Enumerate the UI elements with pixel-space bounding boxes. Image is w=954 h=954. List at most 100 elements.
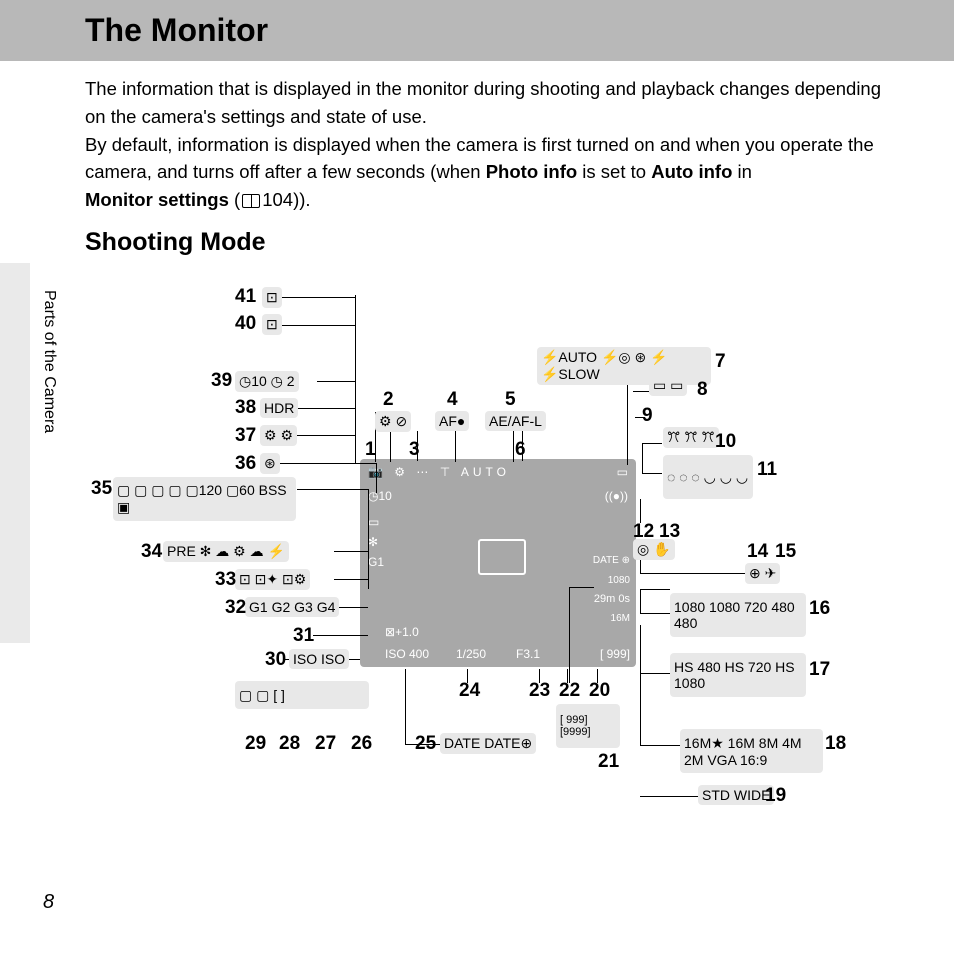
g19-options: STD WIDE — [698, 785, 774, 805]
timer-options: ◷10 ◷ 2 — [235, 371, 299, 392]
callout-20: 20 — [589, 680, 610, 702]
callout-13: 13 — [659, 521, 680, 543]
g37-options: ⚙ ⚙ — [260, 425, 297, 446]
g41-options: ⊡ — [262, 287, 282, 308]
continuous-options: ▢ ▢ ▢ ▢ ▢120 ▢60 BSS ▣ — [113, 477, 296, 521]
callout-4: 4 — [447, 389, 458, 411]
leader-line — [640, 745, 680, 746]
leader-line — [640, 589, 641, 613]
g40-options: ⊡ — [262, 314, 282, 335]
leader-line — [640, 499, 641, 523]
intro-text-2c: in — [732, 161, 752, 182]
intro-text-2b: is set to — [577, 161, 651, 182]
callout-10: 10 — [715, 431, 736, 453]
leader-line — [368, 489, 369, 589]
leader-line — [640, 573, 745, 574]
self-timer-icon: ◷10 — [368, 489, 392, 503]
hdr-options: HDR — [260, 398, 298, 418]
callout-28: 28 — [279, 733, 300, 755]
rec-time: 29m 0s — [594, 593, 630, 605]
callout-8: 8 — [697, 379, 708, 401]
leader-line — [640, 613, 670, 614]
iso-options: ISO ISO — [289, 649, 349, 669]
header-bar: The Monitor — [0, 0, 954, 61]
callout-15: 15 — [775, 541, 796, 563]
callout-40: 40 — [235, 313, 256, 335]
color-options: G1 G2 G3 G4 — [245, 597, 339, 617]
callout-24: 24 — [459, 680, 480, 702]
intro-text-1: The information that is displayed in the… — [85, 78, 881, 127]
callout-30: 30 — [265, 649, 286, 671]
leader-line — [405, 669, 406, 745]
hs-movie-options: HS 480 HS 720 HS 1080 — [670, 653, 806, 697]
remaining: [ 999] — [600, 647, 630, 661]
leader-line — [280, 463, 376, 464]
callout-26: 26 — [351, 733, 372, 755]
intro-ref-open: ( — [229, 189, 240, 210]
g36-options: ⊛ — [260, 453, 280, 474]
shutter-value: 1/250 — [456, 647, 486, 661]
monitor-top-row: 📷 ⚙ ⋯ ⊤ AUTO — [368, 465, 510, 479]
callout-2: 2 — [383, 389, 394, 411]
leader-line — [569, 587, 594, 588]
callout-39: 39 — [211, 370, 232, 392]
intro-bold-3: Monitor settings — [85, 189, 229, 210]
image-res: 16M — [611, 613, 630, 624]
date-stamp: DATE ⊕ — [593, 555, 630, 566]
focus-frame-icon — [478, 539, 526, 575]
callout-35: 35 — [91, 478, 112, 500]
movie-res: 1080 — [608, 575, 630, 586]
af-indicator: AF● — [435, 411, 469, 431]
callout-3: 3 — [409, 439, 420, 461]
g14-15-options: ⊕ ✈ — [745, 563, 780, 584]
leader-line — [334, 579, 368, 580]
callout-17: 17 — [809, 659, 830, 681]
af-area-options: ▢ ▢ [ ] — [235, 681, 369, 709]
leader-line — [282, 325, 355, 326]
battery-options: ▭ ▭ — [649, 375, 687, 396]
battery-icon: ▭ — [617, 465, 628, 479]
macro-options: ⚙ ⊘ — [375, 411, 411, 432]
page-title: The Monitor — [85, 12, 954, 49]
callout-25: 25 — [415, 733, 436, 755]
intro-bold-1: Photo info — [486, 161, 577, 182]
leader-line — [640, 589, 670, 590]
g11-options: ◌ ◌ ◌ ◡ ◡ ◡ — [663, 455, 753, 499]
leader-line — [334, 607, 368, 608]
callout-11: 11 — [757, 459, 777, 481]
callout-23: 23 — [529, 680, 550, 702]
callout-22: 22 — [559, 680, 580, 702]
callout-32: 32 — [225, 597, 246, 619]
leader-line — [297, 435, 355, 436]
callout-31: 31 — [293, 625, 314, 647]
callout-36: 36 — [235, 453, 256, 475]
callout-5: 5 — [505, 389, 516, 411]
leader-line — [640, 625, 641, 745]
monitor-screen: 📷 ⚙ ⋯ ⊤ AUTO ▭ ◷10 ▭ ✻ G1 ((●)) DATE ⊕ 1… — [360, 459, 636, 667]
callout-14: 14 — [747, 541, 768, 563]
leader-line — [640, 796, 700, 797]
page-number: 8 — [43, 891, 54, 914]
callout-12: 12 — [633, 521, 654, 543]
callout-6: 6 — [515, 439, 526, 461]
book-icon — [242, 194, 260, 208]
callout-29: 29 — [245, 733, 266, 755]
side-label: Parts of the Camera — [40, 290, 58, 433]
callout-37: 37 — [235, 425, 256, 447]
intro-bold-2: Auto info — [651, 161, 732, 182]
leader-line — [282, 297, 355, 298]
image-size-options: 16M★ 16M 8M 4M 2M VGA 16:9 — [680, 729, 823, 773]
callout-34: 34 — [141, 541, 162, 563]
callout-7: 7 — [715, 351, 726, 373]
callout-33: 33 — [215, 569, 236, 591]
leader-line — [640, 673, 670, 674]
g10-options: ꔫ ꔫ ꔫ — [663, 427, 719, 448]
callout-27: 27 — [315, 733, 336, 755]
leader-line — [642, 443, 662, 444]
leader-line — [642, 443, 643, 473]
shooting-mode-diagram: 📷 ⚙ ⋯ ⊤ AUTO ▭ ◷10 ▭ ✻ G1 ((●)) DATE ⊕ 1… — [85, 285, 900, 845]
iso-value: ISO 400 — [385, 647, 429, 661]
leader-line — [297, 489, 368, 490]
callout-41: 41 — [235, 286, 256, 308]
color-icon: G1 — [368, 555, 384, 569]
